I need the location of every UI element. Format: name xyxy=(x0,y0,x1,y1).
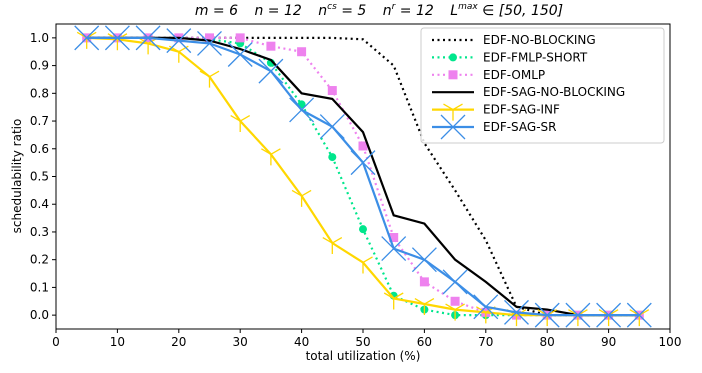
data-point xyxy=(419,277,429,287)
x-tick-label: 60 xyxy=(417,335,432,349)
data-point xyxy=(414,297,435,316)
data-point xyxy=(383,292,404,310)
data-point xyxy=(322,236,343,255)
data-point xyxy=(328,153,337,162)
x-tick-label: 70 xyxy=(478,335,493,349)
data-point xyxy=(381,236,407,262)
legend-label: EDF-SAG-SR xyxy=(483,120,556,134)
x-tick-label: 0 xyxy=(52,335,60,349)
data-point xyxy=(626,302,652,328)
legend-entry-edf-sag-inf: EDF-SAG-INF xyxy=(432,103,560,121)
data-point xyxy=(473,294,499,320)
data-point xyxy=(289,97,315,123)
y-tick-label: 1.0 xyxy=(30,31,49,45)
data-point xyxy=(230,114,251,133)
data-point xyxy=(135,25,161,51)
data-point xyxy=(261,148,281,166)
data-point xyxy=(291,189,312,207)
data-point xyxy=(350,150,376,176)
y-axis-label: schedulability ratio xyxy=(10,119,24,234)
x-tick-label: 50 xyxy=(355,335,370,349)
data-point xyxy=(411,247,437,273)
data-point xyxy=(596,302,622,328)
data-point xyxy=(450,296,460,306)
legend-frame xyxy=(420,27,665,144)
x-tick-label: 20 xyxy=(171,335,186,349)
data-point xyxy=(359,225,367,234)
y-tick-label: 0.4 xyxy=(30,197,49,211)
series-edf-sag-sr xyxy=(74,25,652,328)
y-tick-label: 0.8 xyxy=(30,86,49,100)
legend: EDF-NO-BLOCKING EDF-FMLP-SHORT EDF-OMLP EDF… xyxy=(420,27,665,144)
data-point xyxy=(319,114,345,140)
data-point xyxy=(565,302,591,328)
data-point xyxy=(327,86,337,96)
data-point xyxy=(205,33,214,43)
legend-label: EDF-FMLP-SHORT xyxy=(483,50,588,64)
series-layer xyxy=(74,25,652,328)
legend-entry-edf-sag-no-blocking: EDF-SAG-NO-BLOCKING xyxy=(432,85,625,99)
y-tick-label: 0.5 xyxy=(30,170,49,184)
x-tick-label: 10 xyxy=(110,335,125,349)
y-tick-label: 0.2 xyxy=(30,253,49,267)
y-tick-label: 0.0 xyxy=(30,308,49,322)
data-point xyxy=(197,30,222,56)
y-tick-label: 0.9 xyxy=(30,59,49,73)
x-tick-label: 100 xyxy=(659,335,682,349)
x-tick-label: 90 xyxy=(601,335,616,349)
data-point xyxy=(168,45,189,63)
data-point xyxy=(445,303,465,321)
data-point xyxy=(353,256,373,274)
series-edf-no-blocking xyxy=(86,36,640,317)
y-tick-label: 0.6 xyxy=(30,142,49,156)
data-point xyxy=(258,58,284,84)
legend-entry-edf-sag-sr: EDF-SAG-SR xyxy=(432,114,556,140)
data-point xyxy=(235,33,245,43)
legend-marker xyxy=(448,70,458,80)
legend-label: EDF-SAG-NO-BLOCKING xyxy=(483,85,625,99)
data-point xyxy=(389,233,399,242)
data-point xyxy=(358,141,368,151)
x-tick-label: 30 xyxy=(233,335,248,349)
legend-label: EDF-SAG-INF xyxy=(483,103,560,117)
data-point xyxy=(534,302,560,328)
y-tick-label: 0.1 xyxy=(30,280,49,294)
data-point xyxy=(297,47,307,57)
series-edf-sag-no-blocking xyxy=(86,36,640,317)
chart-title: m = 6 n = 12 ncs = 5 nr = 12 Lmax ∈ [50,… xyxy=(195,2,563,19)
legend-label: EDF-OMLP xyxy=(483,68,545,82)
legend-entry-edf-omlp: EDF-OMLP xyxy=(432,68,545,82)
data-point xyxy=(199,70,220,88)
y-tick-label: 0.3 xyxy=(30,225,49,239)
legend-entry-edf-no-blocking: EDF-NO-BLOCKING xyxy=(432,33,596,47)
x-tick-label: 80 xyxy=(540,335,555,349)
y-tick-label: 0.7 xyxy=(30,114,49,128)
data-point xyxy=(104,25,130,51)
x-axis-label: total utilization (%) xyxy=(306,349,421,363)
data-point xyxy=(166,28,192,54)
ticks-layer: 0 10 20 30 40 50 60 70 80 90 100 0.0 0.1 0.2 0.3 0.4 0.5… xyxy=(30,31,682,349)
data-point xyxy=(504,299,529,325)
x-tick-label: 40 xyxy=(294,335,309,349)
legend-entry-edf-fmlp-short: EDF-FMLP-SHORT xyxy=(432,50,588,64)
series-line-edf-sag-no-blocking xyxy=(86,36,640,317)
data-point xyxy=(442,269,468,295)
series-line-edf-no-blocking xyxy=(86,36,640,317)
data-point xyxy=(74,25,100,51)
data-point xyxy=(227,42,253,67)
legend-label: EDF-NO-BLOCKING xyxy=(483,33,596,47)
data-point xyxy=(266,41,276,51)
legend-marker xyxy=(440,114,466,140)
legend-marker xyxy=(449,53,457,62)
legend-marker xyxy=(443,103,463,121)
